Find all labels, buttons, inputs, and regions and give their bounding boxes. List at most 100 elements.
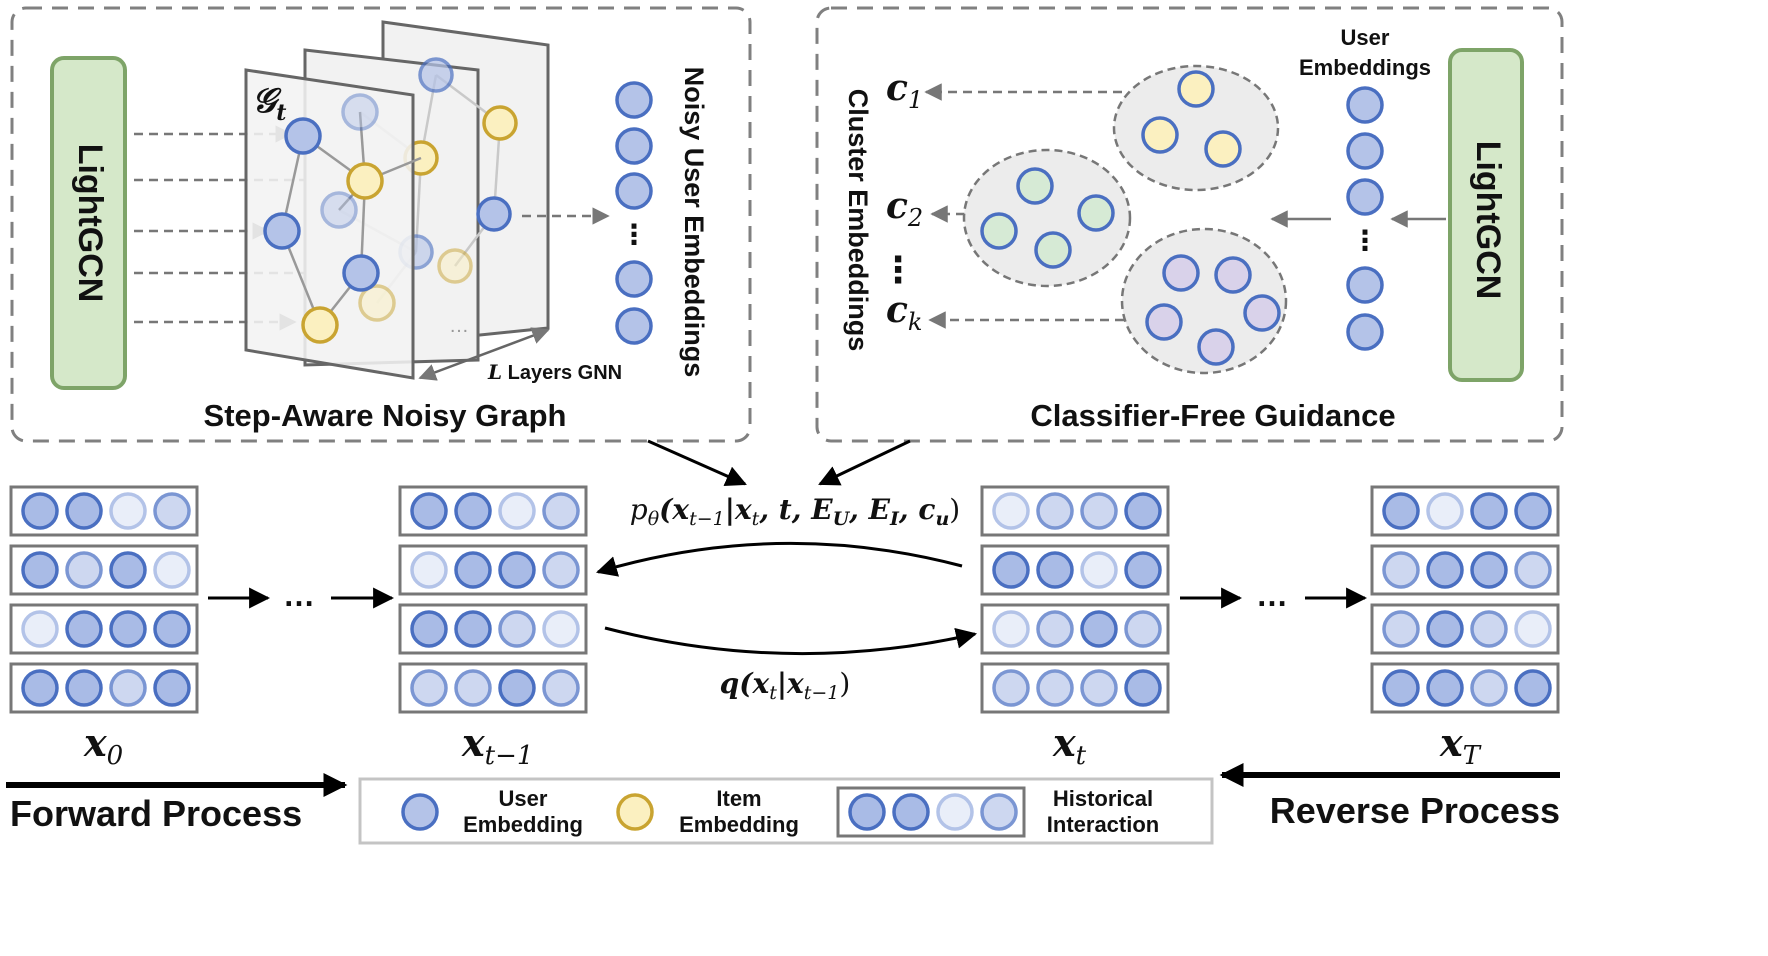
interaction-cell	[454, 551, 492, 589]
interaction-cell	[21, 610, 59, 648]
interaction-cell	[1382, 669, 1420, 707]
interaction-cell	[848, 793, 886, 831]
interaction-cell	[153, 610, 191, 648]
reverse-step-arrow	[595, 541, 963, 577]
layer-dots: …	[449, 315, 469, 337]
left-panel-title: Step-Aware Noisy Graph	[204, 398, 567, 433]
legend: User Embedding Item Embedding Historical…	[358, 777, 1214, 845]
interaction-cell	[980, 793, 1018, 831]
interaction-cell	[892, 793, 930, 831]
interaction-row	[9, 485, 199, 537]
interaction-cell	[153, 669, 191, 707]
user-embedding-icon	[1346, 266, 1384, 304]
cluster-member-icon	[1034, 231, 1072, 269]
interaction-row	[1370, 603, 1560, 655]
interaction-cell	[1514, 492, 1552, 530]
user-node-icon	[263, 212, 301, 250]
noisy-user-embeddings-label: Noisy User Embeddings	[679, 67, 709, 378]
state-label-xt: xt	[1052, 720, 1087, 771]
interaction-row	[398, 662, 588, 714]
interaction-cell	[1470, 669, 1508, 707]
legend-user-line2: Embedding	[463, 812, 583, 837]
interaction-row	[398, 603, 588, 655]
interaction-row	[1370, 544, 1560, 596]
left-panel: LightGCN …	[10, 6, 752, 443]
ellipsis-left: …	[283, 577, 315, 613]
cluster-label-1: c1	[886, 67, 923, 114]
interaction-cell	[1080, 492, 1118, 530]
legend-frame	[358, 777, 1214, 845]
interaction-cell	[410, 669, 448, 707]
user-node-icon	[418, 57, 454, 93]
item-node-icon	[437, 248, 473, 284]
interaction-cell	[498, 492, 536, 530]
forward-process-label: Forward Process	[10, 793, 302, 834]
interaction-cell	[1124, 610, 1162, 648]
stack-dots: ⋮	[1351, 225, 1379, 256]
item-node-icon	[482, 105, 518, 141]
interaction-cell	[1426, 610, 1464, 648]
interaction-cell	[1036, 669, 1074, 707]
interaction-cell	[1382, 610, 1420, 648]
interaction-cell	[65, 492, 103, 530]
cluster-arrows	[924, 83, 1124, 329]
interaction-row	[1370, 662, 1560, 714]
legend-item-line2: Embedding	[679, 812, 799, 837]
cluster-member-icon	[1243, 294, 1281, 332]
cluster-member-icon	[1204, 130, 1242, 168]
cluster-member-icon	[1162, 254, 1200, 292]
interaction-cell	[1080, 551, 1118, 589]
state-label-xt-1: xt−1	[461, 720, 533, 771]
stack-dots: ⋮	[620, 219, 648, 250]
interaction-cell	[109, 551, 147, 589]
user-embedding-icon	[1346, 178, 1384, 216]
interaction-row	[980, 544, 1170, 596]
interaction-row	[9, 544, 199, 596]
item-node-icon	[301, 306, 339, 344]
interaction-cell	[1514, 669, 1552, 707]
interaction-cell	[454, 492, 492, 530]
interaction-cell	[109, 669, 147, 707]
reverse-process-label: Reverse Process	[1270, 790, 1560, 831]
right-panel-frame	[815, 6, 1564, 443]
process-section: … … pθ(xt−1|xt, t, EU, EI, cu) q(xt|xt−1…	[6, 439, 1560, 834]
interaction-cell	[1470, 551, 1508, 589]
interaction-cell	[1382, 492, 1420, 530]
cluster-green	[962, 148, 1132, 288]
interaction-cell	[153, 492, 191, 530]
interaction-cell	[1124, 551, 1162, 589]
interaction-matrix	[1370, 485, 1560, 714]
interaction-cell	[542, 610, 580, 648]
interaction-cell	[65, 669, 103, 707]
ellipsis-right: …	[1256, 577, 1288, 613]
cluster-dots: ⋮	[880, 249, 916, 290]
user-node-icon	[284, 117, 322, 155]
interaction-cell	[454, 669, 492, 707]
interaction-cell	[992, 610, 1030, 648]
interaction-matrix	[9, 485, 199, 714]
guidance-to-model-arrow	[818, 439, 911, 486]
cluster-member-icon	[980, 212, 1018, 250]
interaction-matrices	[9, 485, 1560, 714]
interaction-cell	[65, 610, 103, 648]
user-embedding-icon	[1346, 86, 1384, 124]
item-embedding-legend-icon	[616, 793, 654, 831]
interaction-cell	[1470, 610, 1508, 648]
interaction-cell	[1036, 551, 1074, 589]
interaction-row	[398, 544, 588, 596]
item-node-icon	[346, 162, 384, 200]
user-node-icon	[341, 93, 379, 131]
forward-step-arrow	[604, 626, 978, 656]
user-embedding-icon	[615, 127, 653, 165]
layers-label: L Layers GNN	[487, 360, 622, 384]
interaction-cell	[410, 610, 448, 648]
lightgcn-block-right	[1448, 48, 1524, 382]
interaction-cell	[1514, 551, 1552, 589]
user-embedding-icon	[1346, 313, 1384, 351]
cluster-yellow	[1112, 64, 1280, 192]
interaction-cell	[410, 551, 448, 589]
interaction-cell	[454, 610, 492, 648]
interaction-matrix	[398, 485, 588, 714]
cluster-label-2: c2	[886, 185, 923, 232]
